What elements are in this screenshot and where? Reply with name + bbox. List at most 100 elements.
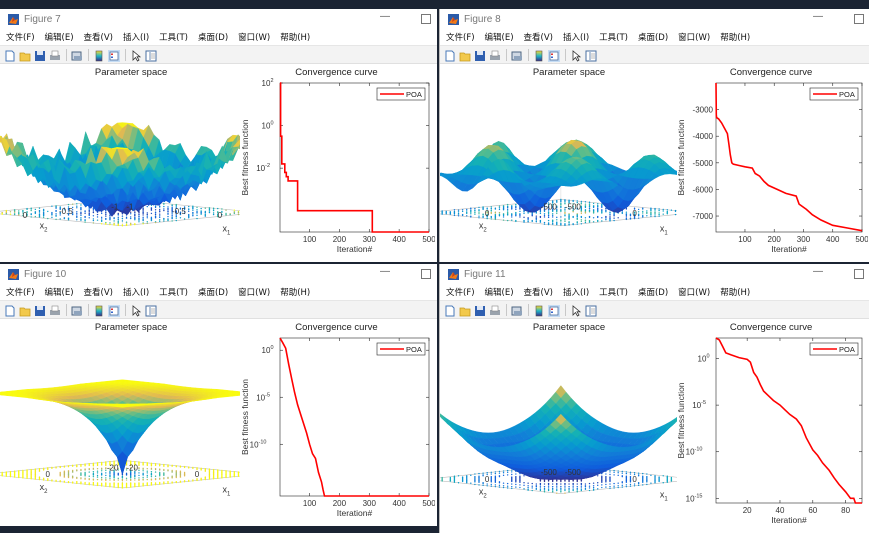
open-file-icon[interactable] [459, 49, 471, 61]
minimize-button[interactable]: — [380, 11, 390, 22]
property-editor-icon[interactable] [585, 49, 597, 61]
menu-item[interactable]: 工具(T) [599, 288, 628, 298]
save-icon[interactable] [474, 304, 486, 316]
convergence-axes[interactable]: 100 200 300 400 50010210010-2POAIteration#Be… [238, 77, 435, 260]
save-icon[interactable] [34, 49, 46, 61]
new-figure-icon[interactable] [4, 49, 16, 61]
convergence-axes[interactable]: 100 200 300 400 500-3000-4000-5000-6000-7000… [674, 77, 868, 260]
colorbar-icon[interactable] [93, 304, 105, 316]
print-icon[interactable] [49, 304, 61, 316]
surface-axes[interactable]: 01230.50-0.5-1-1-0.500.5x1x2F7( x1 , x2 … [0, 79, 240, 262]
convergence-axes[interactable]: 100 200 300 400 50010010-510-10POAIteration#… [238, 332, 435, 524]
save-icon[interactable] [34, 304, 46, 316]
print-icon[interactable] [489, 49, 501, 61]
property-editor-icon[interactable] [145, 304, 157, 316]
pointer-icon[interactable] [570, 49, 582, 62]
menu-item[interactable]: 桌面(D) [637, 288, 669, 298]
contour-point [601, 484, 603, 486]
menu-item[interactable]: 查看(V) [83, 33, 113, 43]
legend[interactable]: POA [376, 342, 426, 356]
minimize-button[interactable]: — [813, 11, 823, 22]
menu-item[interactable]: 文件(F) [446, 288, 475, 298]
surface-axes[interactable]: 0501005000-500-5000500x1x2F11( x1 , x2 ) [440, 334, 677, 533]
menu-item[interactable]: 插入(I) [563, 33, 590, 43]
menu-item[interactable]: 工具(T) [599, 33, 628, 43]
surface-axes[interactable]: 05101520200-20-20020x1x2F10( x1 , x2 ) [0, 334, 240, 526]
title-bar[interactable]: Figure 7— [0, 9, 437, 29]
legend-icon[interactable] [548, 49, 560, 62]
menu-item[interactable]: 查看(V) [523, 288, 553, 298]
legend[interactable]: POA [376, 87, 426, 101]
contour-point [576, 480, 578, 483]
menu-item[interactable]: 桌面(D) [197, 288, 229, 298]
menu-item[interactable]: 插入(I) [563, 288, 590, 298]
menu-item[interactable]: 桌面(D) [637, 33, 669, 43]
property-editor-icon[interactable] [145, 49, 157, 61]
colorbar-icon[interactable] [533, 304, 545, 316]
menu-item[interactable]: 工具(T) [159, 288, 188, 298]
minimize-button[interactable]: — [380, 266, 390, 277]
menu-item[interactable]: 帮助(H) [280, 288, 311, 298]
menu-item[interactable]: 文件(F) [6, 33, 35, 43]
menu-item[interactable]: 帮助(H) [720, 33, 751, 43]
maximize-button[interactable] [421, 14, 431, 24]
pointer-icon[interactable] [130, 49, 142, 62]
link-icon[interactable] [71, 304, 83, 316]
link-icon[interactable] [511, 304, 523, 316]
menu-item[interactable]: 工具(T) [159, 33, 188, 43]
figure-window[interactable]: Figure 11— 文件(F) 编辑(E) 查看(V) 插入(I) 工具(T) 桌面(D)… [439, 264, 869, 533]
title-bar[interactable]: Figure 11— [440, 264, 869, 284]
figure-window[interactable]: Figure 10— 文件(F) 编辑(E) 查看(V) 插入(I) 工具(T) 桌面(D)… [0, 264, 437, 526]
new-figure-icon[interactable] [444, 304, 456, 316]
link-icon[interactable] [71, 49, 83, 61]
legend-icon[interactable] [108, 49, 120, 62]
contour-point [519, 214, 521, 217]
menu-item[interactable]: 编辑(E) [484, 288, 514, 298]
colorbar-icon[interactable] [533, 49, 545, 61]
title-bar[interactable]: Figure 10— [0, 264, 437, 284]
new-figure-icon[interactable] [444, 49, 456, 61]
maximize-button[interactable] [421, 269, 431, 279]
legend[interactable]: POA [809, 87, 859, 101]
menu-item[interactable]: 桌面(D) [197, 33, 229, 43]
menu-item[interactable]: 窗口(W) [238, 288, 271, 298]
menu-item[interactable]: 窗口(W) [678, 288, 711, 298]
open-file-icon[interactable] [19, 304, 31, 316]
legend-icon[interactable] [108, 304, 120, 317]
menu-item[interactable]: 窗口(W) [678, 33, 711, 43]
menu-item[interactable]: 查看(V) [523, 33, 553, 43]
menu-item[interactable]: 文件(F) [446, 33, 475, 43]
menu-item[interactable]: 编辑(E) [484, 33, 514, 43]
surface-axes[interactable]: -1000-50005005000-500-5000500x1x2F8( x1 … [440, 79, 677, 262]
figure-window[interactable]: Figure 8— 文件(F) 编辑(E) 查看(V) 插入(I) 工具(T) 桌面(D) 窗… [439, 9, 869, 262]
menu-item[interactable]: 编辑(E) [44, 288, 74, 298]
maximize-button[interactable] [854, 269, 864, 279]
colorbar-icon[interactable] [93, 49, 105, 61]
print-icon[interactable] [49, 49, 61, 61]
menu-item[interactable]: 帮助(H) [720, 288, 751, 298]
new-figure-icon[interactable] [4, 304, 16, 316]
pointer-icon[interactable] [570, 304, 582, 317]
contour-point [609, 473, 611, 476]
menu-item[interactable]: 窗口(W) [238, 33, 271, 43]
save-icon[interactable] [474, 49, 486, 61]
title-bar[interactable]: Figure 8— [440, 9, 869, 29]
open-file-icon[interactable] [459, 304, 471, 316]
menu-item[interactable]: 查看(V) [83, 288, 113, 298]
print-icon[interactable] [489, 304, 501, 316]
link-icon[interactable] [511, 49, 523, 61]
menu-item[interactable]: 帮助(H) [280, 33, 311, 43]
figure-window[interactable]: Figure 7— 文件(F) 编辑(E) 查看(V) 插入(I) 工具(T) 桌面(D) 窗… [0, 9, 437, 262]
surface-plot: -1000-50005005000-500-5000500x1x2F8( x1 … [440, 139, 677, 236]
menu-item[interactable]: 插入(I) [123, 288, 150, 298]
maximize-button[interactable] [854, 14, 864, 24]
menu-item[interactable]: 编辑(E) [44, 33, 74, 43]
pointer-icon[interactable] [130, 304, 142, 317]
legend-icon[interactable] [548, 304, 560, 317]
contour-point [662, 213, 664, 215]
menu-item[interactable]: 文件(F) [6, 288, 35, 298]
menu-item[interactable]: 插入(I) [123, 33, 150, 43]
property-editor-icon[interactable] [585, 304, 597, 316]
minimize-button[interactable]: — [813, 266, 823, 277]
open-file-icon[interactable] [19, 49, 31, 61]
